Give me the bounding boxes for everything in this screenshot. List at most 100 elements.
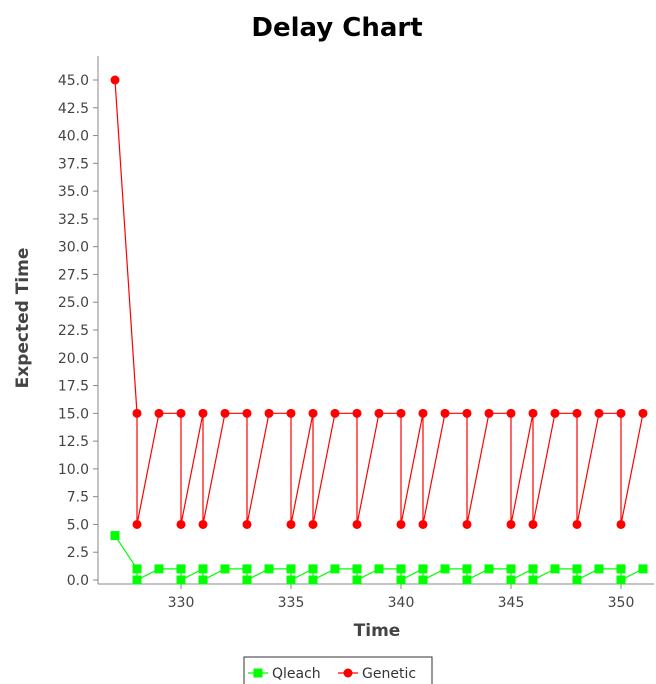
legend: Qleach Genetic <box>243 656 433 684</box>
data-point-genetic <box>528 408 538 418</box>
series-line-genetic <box>114 79 644 525</box>
data-point-qleach <box>374 564 384 574</box>
y-tick-label: 10.0 <box>58 462 89 478</box>
data-point-qleach <box>616 564 626 574</box>
y-tick-label: 27.5 <box>58 267 89 283</box>
axes <box>97 56 654 585</box>
data-point-genetic <box>286 408 296 418</box>
data-point-genetic <box>572 519 582 529</box>
data-point-genetic <box>308 519 318 529</box>
legend-label-genetic: Genetic <box>362 666 416 682</box>
data-point-genetic <box>154 408 164 418</box>
data-point-genetic <box>198 519 208 529</box>
series-qleach <box>110 531 648 585</box>
data-point-genetic <box>308 408 318 418</box>
data-point-qleach <box>154 564 164 574</box>
legend-marker-genetic <box>343 668 353 678</box>
data-point-qleach <box>572 575 582 585</box>
y-tick-label: 37.5 <box>58 156 89 172</box>
data-point-genetic <box>132 519 142 529</box>
data-point-qleach <box>616 575 626 585</box>
data-point-qleach <box>396 575 406 585</box>
x-tick-label: 335 <box>278 595 305 611</box>
data-point-qleach <box>110 531 120 541</box>
y-tick-label: 0.0 <box>67 573 89 589</box>
data-point-qleach <box>308 564 318 574</box>
y-tick-label: 5.0 <box>67 517 89 533</box>
data-point-genetic <box>462 519 472 529</box>
series-genetic <box>110 75 648 529</box>
data-point-genetic <box>176 408 186 418</box>
y-tick-label: 7.5 <box>67 490 89 506</box>
data-point-qleach <box>638 564 648 574</box>
data-point-genetic <box>528 519 538 529</box>
data-point-genetic <box>594 408 604 418</box>
legend-items: Qleach Genetic <box>248 666 416 682</box>
data-point-genetic <box>616 408 626 418</box>
data-point-genetic <box>110 75 120 85</box>
data-point-genetic <box>506 519 516 529</box>
data-point-genetic <box>330 408 340 418</box>
legend-marker-qleach <box>253 668 263 678</box>
data-point-qleach <box>572 564 582 574</box>
data-point-genetic <box>638 408 648 418</box>
y-tick-label: 45.0 <box>58 73 89 89</box>
data-point-qleach <box>506 575 516 585</box>
data-point-genetic <box>264 408 274 418</box>
data-point-qleach <box>308 575 318 585</box>
data-point-qleach <box>176 564 186 574</box>
data-point-qleach <box>198 564 208 574</box>
x-tick-label: 340 <box>388 595 415 611</box>
data-point-qleach <box>594 564 604 574</box>
data-point-qleach <box>242 575 252 585</box>
data-point-genetic <box>418 519 428 529</box>
y-tick-label: 32.5 <box>58 212 89 228</box>
data-point-genetic <box>462 408 472 418</box>
data-point-qleach <box>396 564 406 574</box>
data-point-genetic <box>616 519 626 529</box>
y-axis-label: Expected Time <box>13 248 33 389</box>
x-tick-label: 350 <box>608 595 635 611</box>
data-point-genetic <box>176 519 186 529</box>
data-point-genetic <box>242 519 252 529</box>
data-point-qleach <box>550 564 560 574</box>
data-point-genetic <box>418 408 428 418</box>
y-ticks: 0.0 2.5 5.0 7.5 10.0 12.5 15.0 17.5 20.0 22.5 25.0… <box>58 73 98 589</box>
data-point-genetic <box>220 408 230 418</box>
y-tick-label: 40.0 <box>58 129 89 145</box>
data-point-qleach <box>330 564 340 574</box>
data-point-genetic <box>440 408 450 418</box>
data-point-genetic <box>198 408 208 418</box>
data-point-genetic <box>352 408 362 418</box>
y-tick-label: 17.5 <box>58 379 89 395</box>
data-point-qleach <box>264 564 274 574</box>
x-tick-label: 330 <box>168 595 195 611</box>
x-axis-label: Time <box>354 621 401 641</box>
data-point-qleach <box>528 575 538 585</box>
y-tick-label: 42.5 <box>58 101 89 117</box>
x-ticks: 330 335 340 345 350 <box>168 584 635 611</box>
data-point-qleach <box>462 564 472 574</box>
plot-series <box>110 75 648 585</box>
data-point-qleach <box>198 575 208 585</box>
data-point-qleach <box>484 564 494 574</box>
data-point-qleach <box>220 564 230 574</box>
data-point-genetic <box>132 408 142 418</box>
data-point-genetic <box>374 408 384 418</box>
data-point-qleach <box>132 564 142 574</box>
y-tick-label: 20.0 <box>58 351 89 367</box>
data-point-qleach <box>242 564 252 574</box>
data-point-qleach <box>352 575 362 585</box>
y-tick-label: 2.5 <box>67 545 89 561</box>
data-point-genetic <box>506 408 516 418</box>
y-tick-label: 30.0 <box>58 240 89 256</box>
y-tick-label: 22.5 <box>58 323 89 339</box>
data-point-genetic <box>550 408 560 418</box>
y-tick-label: 35.0 <box>58 184 89 200</box>
data-point-qleach <box>528 564 538 574</box>
data-point-genetic <box>572 408 582 418</box>
data-point-genetic <box>484 408 494 418</box>
data-point-genetic <box>286 519 296 529</box>
data-point-qleach <box>286 564 296 574</box>
